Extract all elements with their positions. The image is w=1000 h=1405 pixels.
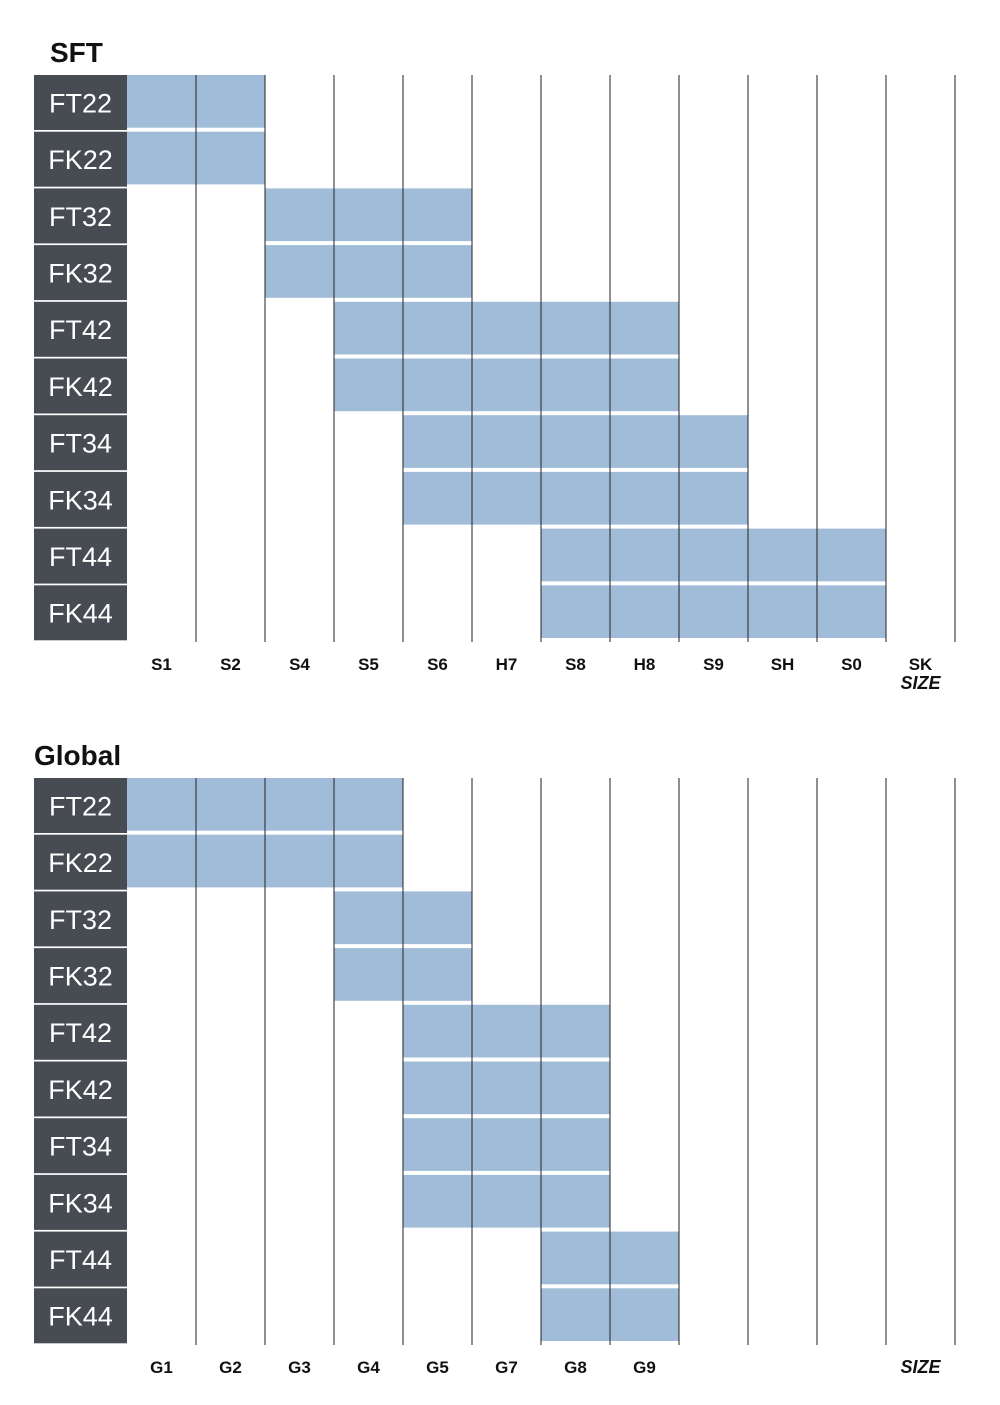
tick-label: G8: [564, 1358, 587, 1377]
row-label-box: [34, 245, 127, 301]
row-label-box: [34, 1174, 127, 1230]
row-label-box: [34, 528, 127, 584]
row-label-fk42: FK42: [48, 372, 113, 402]
row-label-ft22: FT22: [49, 88, 112, 118]
chart-title: SFT: [50, 37, 103, 68]
range-bar-ft34: [403, 1118, 610, 1171]
tick-label: G1: [150, 1358, 173, 1377]
chart-title: Global: [34, 740, 121, 771]
row-label-box: [34, 948, 127, 1004]
row-label-fk34: FK34: [48, 1188, 113, 1218]
tick-label: G5: [426, 1358, 449, 1377]
row-label-fk42: FK42: [48, 1075, 113, 1105]
row-label-ft22: FT22: [49, 791, 112, 821]
range-bar-ft34: [403, 415, 748, 468]
row-label-box: [34, 188, 127, 244]
tick-label: S4: [289, 655, 310, 674]
tick-label: S0: [841, 655, 862, 674]
row-label-ft44: FT44: [49, 542, 112, 572]
panel-1: Global FT22 FK22 FT32 FK32 FT42 FK42 FT34 FK34 FT…: [34, 740, 956, 1377]
range-bar-fk42: [334, 358, 679, 412]
row-label-ft34: FT34: [49, 1132, 112, 1162]
tick-label: S5: [358, 655, 379, 674]
row-label-ft32: FT32: [49, 905, 112, 935]
range-bar-ft32: [265, 188, 472, 242]
row-label-box: [34, 585, 127, 641]
range-bar-fk42: [403, 1061, 610, 1115]
row-label-fk32: FK32: [48, 961, 113, 991]
tick-label: G4: [357, 1358, 380, 1377]
tick-label: S9: [703, 655, 724, 674]
range-bar-fk44: [541, 585, 886, 638]
range-bar-ft42: [403, 1004, 610, 1058]
row-label-fk32: FK32: [48, 258, 113, 288]
row-label-box: [34, 1231, 127, 1287]
row-label-box: [34, 834, 127, 890]
row-label-box: [34, 1004, 127, 1060]
row-label-ft44: FT44: [49, 1245, 112, 1275]
tick-label: G3: [288, 1358, 311, 1377]
tick-label: SH: [771, 655, 795, 674]
axis-label-size: SIZE: [900, 1357, 941, 1377]
row-label-fk34: FK34: [48, 485, 113, 515]
tick-label: SK: [909, 655, 933, 674]
tick-label: S6: [427, 655, 448, 674]
row-label-box: [34, 778, 127, 833]
tick-label: H8: [634, 655, 656, 674]
row-label-box: [34, 1061, 127, 1117]
tick-label: G2: [219, 1358, 242, 1377]
tick-label: G7: [495, 1358, 518, 1377]
row-label-ft42: FT42: [49, 315, 112, 345]
row-label-fk44: FK44: [48, 1302, 113, 1332]
row-label-box: [34, 358, 127, 414]
row-label-box: [34, 1288, 127, 1344]
row-label-box: [34, 131, 127, 187]
panel-0: SFT FT22 FK22 FT32 FK32 FT42 FK42 FT34 FK34 FT44 F…: [34, 37, 956, 693]
row-label-fk22: FK22: [48, 145, 113, 175]
axis-label-size: SIZE: [900, 673, 941, 693]
range-bar-fk34: [403, 471, 748, 525]
row-label-box: [34, 75, 127, 130]
tick-label: S2: [220, 655, 241, 674]
range-bar-ft44: [541, 528, 886, 582]
range-bar-fk32: [265, 245, 472, 298]
row-label-ft34: FT34: [49, 429, 112, 459]
row-label-fk44: FK44: [48, 599, 113, 629]
range-bar-fk34: [403, 1174, 610, 1228]
tick-label: S8: [565, 655, 586, 674]
range-bar-ft42: [334, 301, 679, 355]
row-label-ft32: FT32: [49, 202, 112, 232]
row-label-ft42: FT42: [49, 1018, 112, 1048]
row-label-box: [34, 471, 127, 527]
tick-label: S1: [151, 655, 172, 674]
tick-label: G9: [633, 1358, 656, 1377]
row-label-box: [34, 415, 127, 471]
row-label-box: [34, 891, 127, 947]
row-label-box: [34, 1118, 127, 1174]
row-label-fk22: FK22: [48, 848, 113, 878]
row-label-box: [34, 301, 127, 357]
tick-label: H7: [496, 655, 518, 674]
